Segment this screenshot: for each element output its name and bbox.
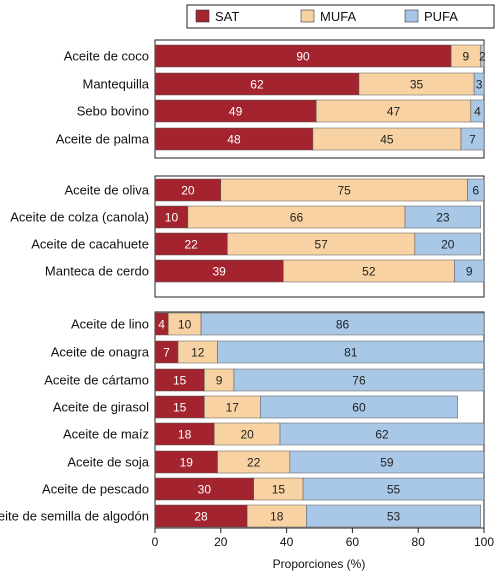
category-label: Aceite de lino	[71, 317, 149, 332]
data-label-sat: 15	[173, 401, 187, 415]
bar-segment-pufa	[217, 340, 485, 364]
data-label-mufa: 9	[216, 374, 223, 388]
bar-segment-pufa	[404, 205, 481, 229]
data-label-pufa: 7	[469, 133, 476, 147]
data-label-sat: 39	[212, 265, 226, 279]
category-label: Aceite de pescado	[42, 482, 149, 497]
bar-segment-pufa	[289, 450, 485, 474]
legend-label-pufa: PUFA	[424, 9, 458, 24]
data-label-mufa: 57	[314, 238, 328, 252]
data-label-mufa: 20	[240, 428, 254, 442]
data-label-pufa: 6	[472, 184, 479, 198]
x-axis-title: Proporciones (%)	[273, 557, 366, 571]
data-label-sat: 10	[165, 211, 179, 225]
data-label-sat: 30	[198, 483, 212, 497]
x-tick-label: 100	[474, 535, 494, 549]
data-label-pufa: 86	[336, 318, 350, 332]
x-tick-label: 80	[412, 535, 426, 549]
data-label-sat: 22	[185, 238, 199, 252]
data-label-pufa: 55	[387, 483, 401, 497]
category-label: Aceite de cártamo	[44, 373, 149, 388]
data-label-pufa: 9	[466, 265, 473, 279]
data-label-pufa: 53	[387, 510, 401, 524]
legend-swatch-sat	[195, 9, 210, 23]
data-label-mufa: 66	[290, 211, 304, 225]
data-label-pufa: 2	[479, 50, 486, 64]
legend-swatch-mufa	[300, 9, 315, 23]
data-label-mufa: 35	[410, 78, 424, 92]
data-label-mufa: 18	[270, 510, 284, 524]
bar-segment-pufa	[414, 232, 481, 256]
x-axis: 0 20 40 60 80 100	[152, 528, 494, 549]
data-label-mufa: 22	[247, 456, 261, 470]
legend-label-sat: SAT	[215, 9, 239, 24]
data-label-pufa: 60	[352, 401, 366, 415]
category-label: Sebo bovino	[77, 104, 149, 119]
data-label-pufa: 62	[375, 428, 389, 442]
data-label-sat: 18	[178, 428, 192, 442]
x-tick-label: 20	[214, 535, 228, 549]
bar-segment-pufa	[454, 259, 485, 283]
panel-frame-1	[154, 39, 485, 159]
data-label-sat: 19	[180, 456, 194, 470]
category-label: Aceite de colza (canola)	[10, 210, 149, 225]
category-label: Aceite de cacahuete	[31, 237, 149, 252]
data-label-mufa: 12	[191, 346, 205, 360]
category-label: Aceite de palma	[56, 132, 150, 147]
data-label-pufa: 3	[476, 78, 483, 92]
bar-segment-pufa	[302, 477, 485, 501]
category-label: Aceite de maíz	[63, 427, 149, 442]
bar-segment-pufa	[306, 504, 481, 528]
legend-label-mufa: MUFA	[320, 9, 356, 24]
bar-segment-pufa	[480, 44, 485, 68]
data-label-sat: 4	[158, 318, 165, 332]
data-label-mufa: 47	[387, 105, 401, 119]
data-label-mufa: 45	[380, 133, 394, 147]
data-label-sat: 62	[250, 78, 264, 92]
data-label-mufa: 75	[337, 184, 351, 198]
bar-segment-pufa	[233, 368, 485, 392]
legend: SAT MUFA PUFA	[186, 4, 495, 29]
bar-segment-pufa	[467, 178, 485, 202]
bar-segment-pufa	[470, 99, 485, 123]
legend-swatch-pufa	[404, 9, 419, 23]
data-label-pufa: 59	[380, 456, 394, 470]
panel-frame-3	[154, 311, 485, 529]
bar-segment-pufa	[460, 127, 485, 151]
category-label: Aceite de girasol	[53, 400, 149, 415]
bar-segment-pufa	[260, 395, 458, 419]
data-label-sat: 49	[229, 105, 243, 119]
data-label-sat: 20	[181, 184, 195, 198]
bar-segment-pufa	[473, 72, 485, 96]
x-tick-label: 40	[280, 535, 294, 549]
x-tick-label: 60	[346, 535, 360, 549]
data-label-sat: 15	[173, 374, 187, 388]
x-tick-label: 0	[152, 535, 159, 549]
bar-segment-pufa	[200, 312, 485, 336]
bar-segment-pufa	[279, 422, 485, 446]
data-label-pufa: 81	[344, 346, 358, 360]
category-label: Aceite de soja	[67, 455, 149, 470]
category-label: Aceite de coco	[64, 49, 149, 64]
data-label-pufa: 4	[474, 105, 481, 119]
category-label: Mantequilla	[83, 77, 150, 92]
category-label: Manteca de cerdo	[45, 264, 149, 279]
data-label-sat: 90	[296, 50, 310, 64]
data-label-mufa: 15	[272, 483, 286, 497]
data-label-mufa: 17	[226, 401, 240, 415]
data-label-pufa: 76	[352, 374, 366, 388]
data-label-mufa: 9	[463, 50, 470, 64]
data-label-pufa: 23	[436, 211, 450, 225]
category-label: Aceite de semilla de algodón	[0, 509, 149, 524]
data-label-mufa: 10	[178, 318, 192, 332]
category-label: Aceite de oliva	[64, 183, 149, 198]
data-label-sat: 28	[194, 510, 208, 524]
data-label-sat: 48	[227, 133, 241, 147]
data-label-pufa: 20	[441, 238, 455, 252]
category-label: Aceite de onagra	[51, 345, 150, 360]
data-label-sat: 7	[163, 346, 170, 360]
data-label-mufa: 52	[362, 265, 376, 279]
